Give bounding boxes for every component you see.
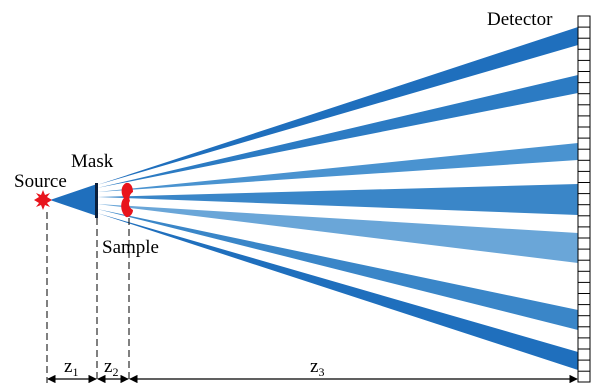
source-star-icon	[34, 190, 52, 210]
detector-label: Detector	[487, 9, 553, 30]
beam-6	[97, 209, 578, 330]
z1-label: z1	[64, 356, 78, 379]
sample-blob-icon	[121, 182, 133, 218]
z2-label: z2	[104, 356, 118, 379]
detector-frame	[577, 15, 591, 383]
beam-2	[97, 75, 578, 188]
beam-group	[50, 27, 578, 370]
beam-1	[97, 27, 578, 185]
mask-label: Mask	[71, 151, 114, 172]
beam-7	[97, 213, 578, 370]
beam-5	[97, 204, 578, 263]
sample-label: Sample	[102, 237, 159, 258]
source-label: Source	[14, 171, 67, 192]
mask-plate	[95, 183, 98, 218]
z3-label: z3	[310, 356, 324, 379]
beam-4	[97, 184, 578, 215]
beam-cone-source-to-mask	[50, 184, 97, 216]
detector-array	[577, 15, 591, 383]
beam-3	[97, 143, 578, 192]
dimension-guides	[46, 212, 130, 383]
